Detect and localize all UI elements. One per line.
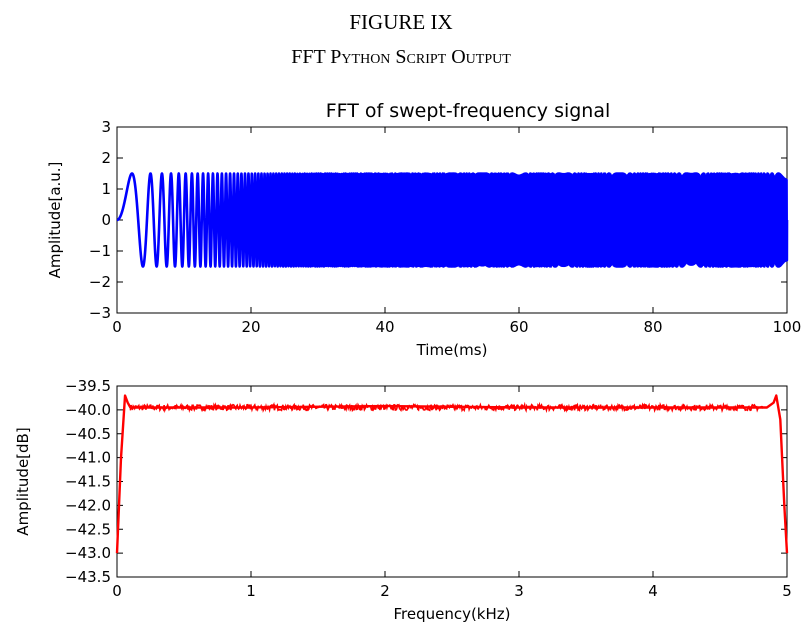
x-axis-label: Frequency(kHz) bbox=[393, 605, 510, 623]
y-tick-label: −42.0 bbox=[65, 496, 111, 514]
fft-series-ripple bbox=[129, 401, 764, 414]
x-tick-label: 5 bbox=[782, 582, 792, 600]
x-tick-label: 0 bbox=[112, 318, 122, 336]
x-tick-label: 0 bbox=[112, 582, 122, 600]
y-tick-label: −1 bbox=[89, 242, 111, 260]
x-tick-label: 2 bbox=[380, 582, 390, 600]
fft-series-line bbox=[115, 394, 789, 554]
x-tick-label: 40 bbox=[375, 318, 394, 336]
y-tick-label: −3 bbox=[89, 304, 111, 322]
x-tick-label: 4 bbox=[648, 582, 658, 600]
figure-number: FIGURE IX bbox=[349, 10, 453, 34]
x-tick-label: 20 bbox=[241, 318, 260, 336]
y-tick-label: −41.5 bbox=[65, 473, 111, 491]
x-tick-label: 1 bbox=[246, 582, 256, 600]
y-tick-label: −2 bbox=[89, 273, 111, 291]
y-tick-label: −43.5 bbox=[65, 568, 111, 586]
y-tick-label: 3 bbox=[101, 118, 111, 136]
y-tick-label: 1 bbox=[101, 180, 111, 198]
y-tick-label: −39.5 bbox=[65, 377, 111, 395]
y-tick-label: −41.0 bbox=[65, 449, 111, 467]
y-tick-label: −43.0 bbox=[65, 544, 111, 562]
x-tick-label: 80 bbox=[643, 318, 662, 336]
y-tick-label: −40.5 bbox=[65, 425, 111, 443]
y-axis-label: Amplitude[dB] bbox=[14, 427, 32, 535]
x-tick-label: 60 bbox=[509, 318, 528, 336]
plot-frame-1 bbox=[116, 385, 788, 578]
y-tick-label: 2 bbox=[101, 149, 111, 167]
y-axis-label: Amplitude[a.u.] bbox=[46, 162, 64, 279]
x-axis-label: Time(ms) bbox=[416, 341, 488, 359]
y-tick-label: −42.5 bbox=[65, 520, 111, 538]
signal-series-line bbox=[115, 172, 789, 268]
chart-title: FFT of swept-frequency signal bbox=[326, 100, 611, 122]
x-tick-label: 100 bbox=[773, 318, 802, 336]
y-tick-label: 0 bbox=[101, 211, 111, 229]
y-tick-label: −40.0 bbox=[65, 401, 111, 419]
figure-caption: FFT Python Script Output bbox=[291, 46, 511, 68]
x-tick-label: 3 bbox=[514, 582, 524, 600]
